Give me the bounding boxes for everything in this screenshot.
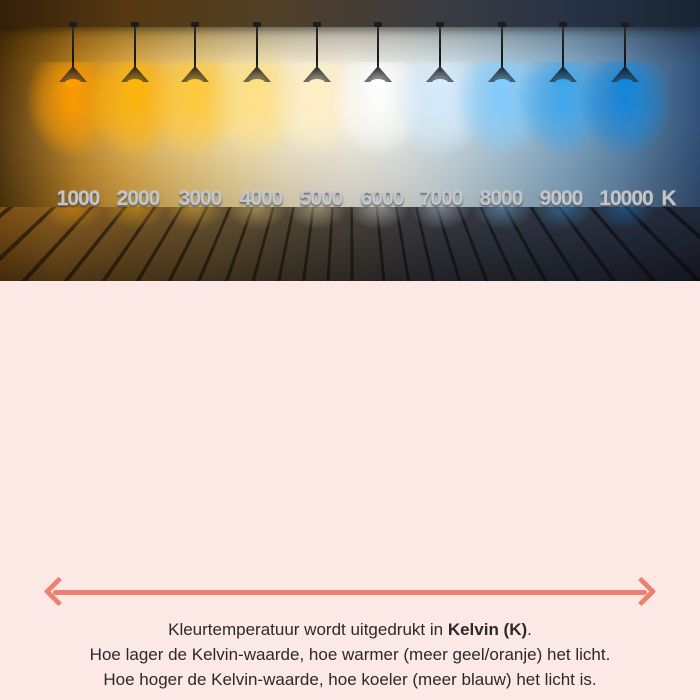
intro-line1-period: . bbox=[527, 620, 532, 639]
floor-reflection bbox=[460, 207, 544, 263]
lamp-ceiling-mount bbox=[131, 22, 139, 27]
floor-reflection bbox=[93, 207, 177, 263]
lamp-bulb bbox=[617, 79, 633, 87]
kelvin-scale-numbers: K 1000 2000 3000 4000 5000 6000 7000 8000 9000 10… bbox=[0, 0, 700, 281]
ceiling bbox=[0, 0, 700, 27]
kelvin-scale-number: 9000 bbox=[539, 187, 584, 210]
wood-floor bbox=[0, 207, 700, 281]
floor-reflection bbox=[153, 207, 237, 263]
lamp-cord bbox=[562, 26, 564, 68]
double-headed-arrow-icon bbox=[43, 576, 657, 607]
intro-line1-bold: Kelvin (K) bbox=[447, 620, 528, 639]
kelvin-scale-number: 1000 bbox=[56, 187, 101, 210]
floor-reflection bbox=[275, 207, 359, 263]
floor-reflections bbox=[0, 207, 700, 281]
lamp-ceiling-mount bbox=[313, 22, 321, 27]
kelvin-scale-number: 4000 bbox=[239, 187, 284, 210]
floor-reflection bbox=[398, 207, 482, 263]
lamp-cord bbox=[194, 26, 196, 68]
kelvin-scale-number: 3000 bbox=[178, 187, 223, 210]
lamp-cord bbox=[256, 26, 258, 68]
kelvin-scale-number: 10000 bbox=[599, 187, 653, 210]
kelvin-scale-number: 6000 bbox=[360, 187, 405, 210]
info-panel: Kleurtemperatuur wordt uitgedrukt in Kel… bbox=[0, 281, 700, 700]
intro-line-2: Hoe lager de Kelvin-waarde, hoe warmer (… bbox=[89, 645, 611, 664]
lamp-cord bbox=[501, 26, 503, 68]
floor-reflection bbox=[521, 207, 605, 263]
lamp-ceiling-mount bbox=[621, 22, 629, 27]
kelvin-scale-number: 5000 bbox=[299, 187, 344, 210]
lamp-cord bbox=[134, 26, 136, 68]
lamp-ceiling-mount bbox=[191, 22, 199, 27]
lamp-cord bbox=[439, 26, 441, 68]
lamp-cord bbox=[624, 26, 626, 68]
intro-line-1: Kleurtemperatuur wordt uitgedrukt in Kel… bbox=[0, 617, 700, 642]
arrow-shaft bbox=[53, 590, 647, 595]
kelvin-unit-label: K bbox=[661, 187, 677, 210]
arrow-right-head-icon bbox=[626, 576, 657, 607]
lamp-cord bbox=[316, 26, 318, 68]
intro-line1-prefix: Kleurtemperatuur wordt uitgedrukt in bbox=[168, 620, 448, 639]
lamp-ceiling-mount bbox=[559, 22, 567, 27]
lamp-cord bbox=[377, 26, 379, 68]
kelvin-scale-number: 7000 bbox=[419, 187, 464, 210]
lamp-ceiling-mount bbox=[374, 22, 382, 27]
floor-reflection bbox=[336, 207, 420, 263]
intro-line-3: Hoe hoger de Kelvin-waarde, hoe koeler (… bbox=[103, 670, 597, 689]
intro-text: Kleurtemperatuur wordt uitgedrukt in Kel… bbox=[0, 617, 700, 692]
kelvin-scale-number: 8000 bbox=[479, 187, 524, 210]
lamp-ceiling-mount bbox=[253, 22, 261, 27]
floor-reflection bbox=[583, 207, 667, 263]
floor-reflection bbox=[31, 207, 115, 263]
lamp-photo: K 1000 2000 3000 4000 5000 6000 7000 8000 9000 10… bbox=[0, 0, 700, 281]
kelvin-scale-number: 2000 bbox=[116, 187, 161, 210]
lamp-cord bbox=[72, 26, 74, 68]
lamp-ceiling-mount bbox=[436, 22, 444, 27]
floor-reflection bbox=[215, 207, 299, 263]
lamp-ceiling-mount bbox=[69, 22, 77, 27]
lamp-ceiling-mount bbox=[498, 22, 506, 27]
